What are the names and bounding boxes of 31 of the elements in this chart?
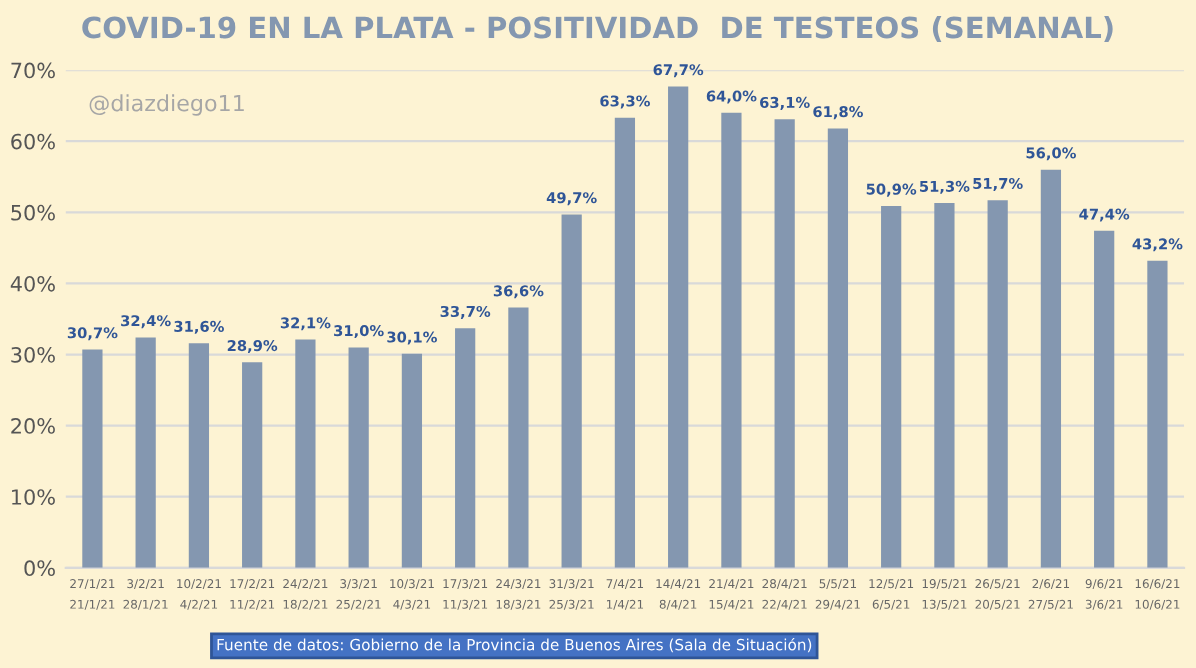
bar [987,200,1008,568]
y-tick-label: 0% [24,560,55,577]
bar [881,205,902,568]
bar [561,214,582,568]
bar [242,362,263,568]
bar [82,349,103,568]
bar [135,337,156,568]
bar [1094,230,1115,568]
chart-title: COVID-19 EN LA PLATA - POSITIVIDAD DE TESTEOS (SEMANAL) [82,15,1113,42]
y-tick-label: 20% [11,418,55,434]
bar [721,112,742,568]
y-tick-label: 10% [12,489,55,505]
bar [401,353,423,568]
bar [614,117,636,568]
y-tick-label: 50% [11,204,55,221]
y-tick-label: 60% [11,133,55,150]
bar [934,203,955,568]
annotation: @diazdiego11 [89,94,244,116]
y-tick-label: 40% [10,275,55,292]
bar [774,119,795,568]
bar [1147,260,1168,568]
y-tick-label: 70% [11,62,55,79]
bar [508,307,529,568]
bar [188,343,210,568]
bar [348,347,369,568]
bar [668,86,689,568]
bar [1040,169,1062,568]
y-tick-label: 30% [11,346,55,363]
bar [295,339,316,568]
bar [827,128,849,568]
bar [455,328,476,568]
